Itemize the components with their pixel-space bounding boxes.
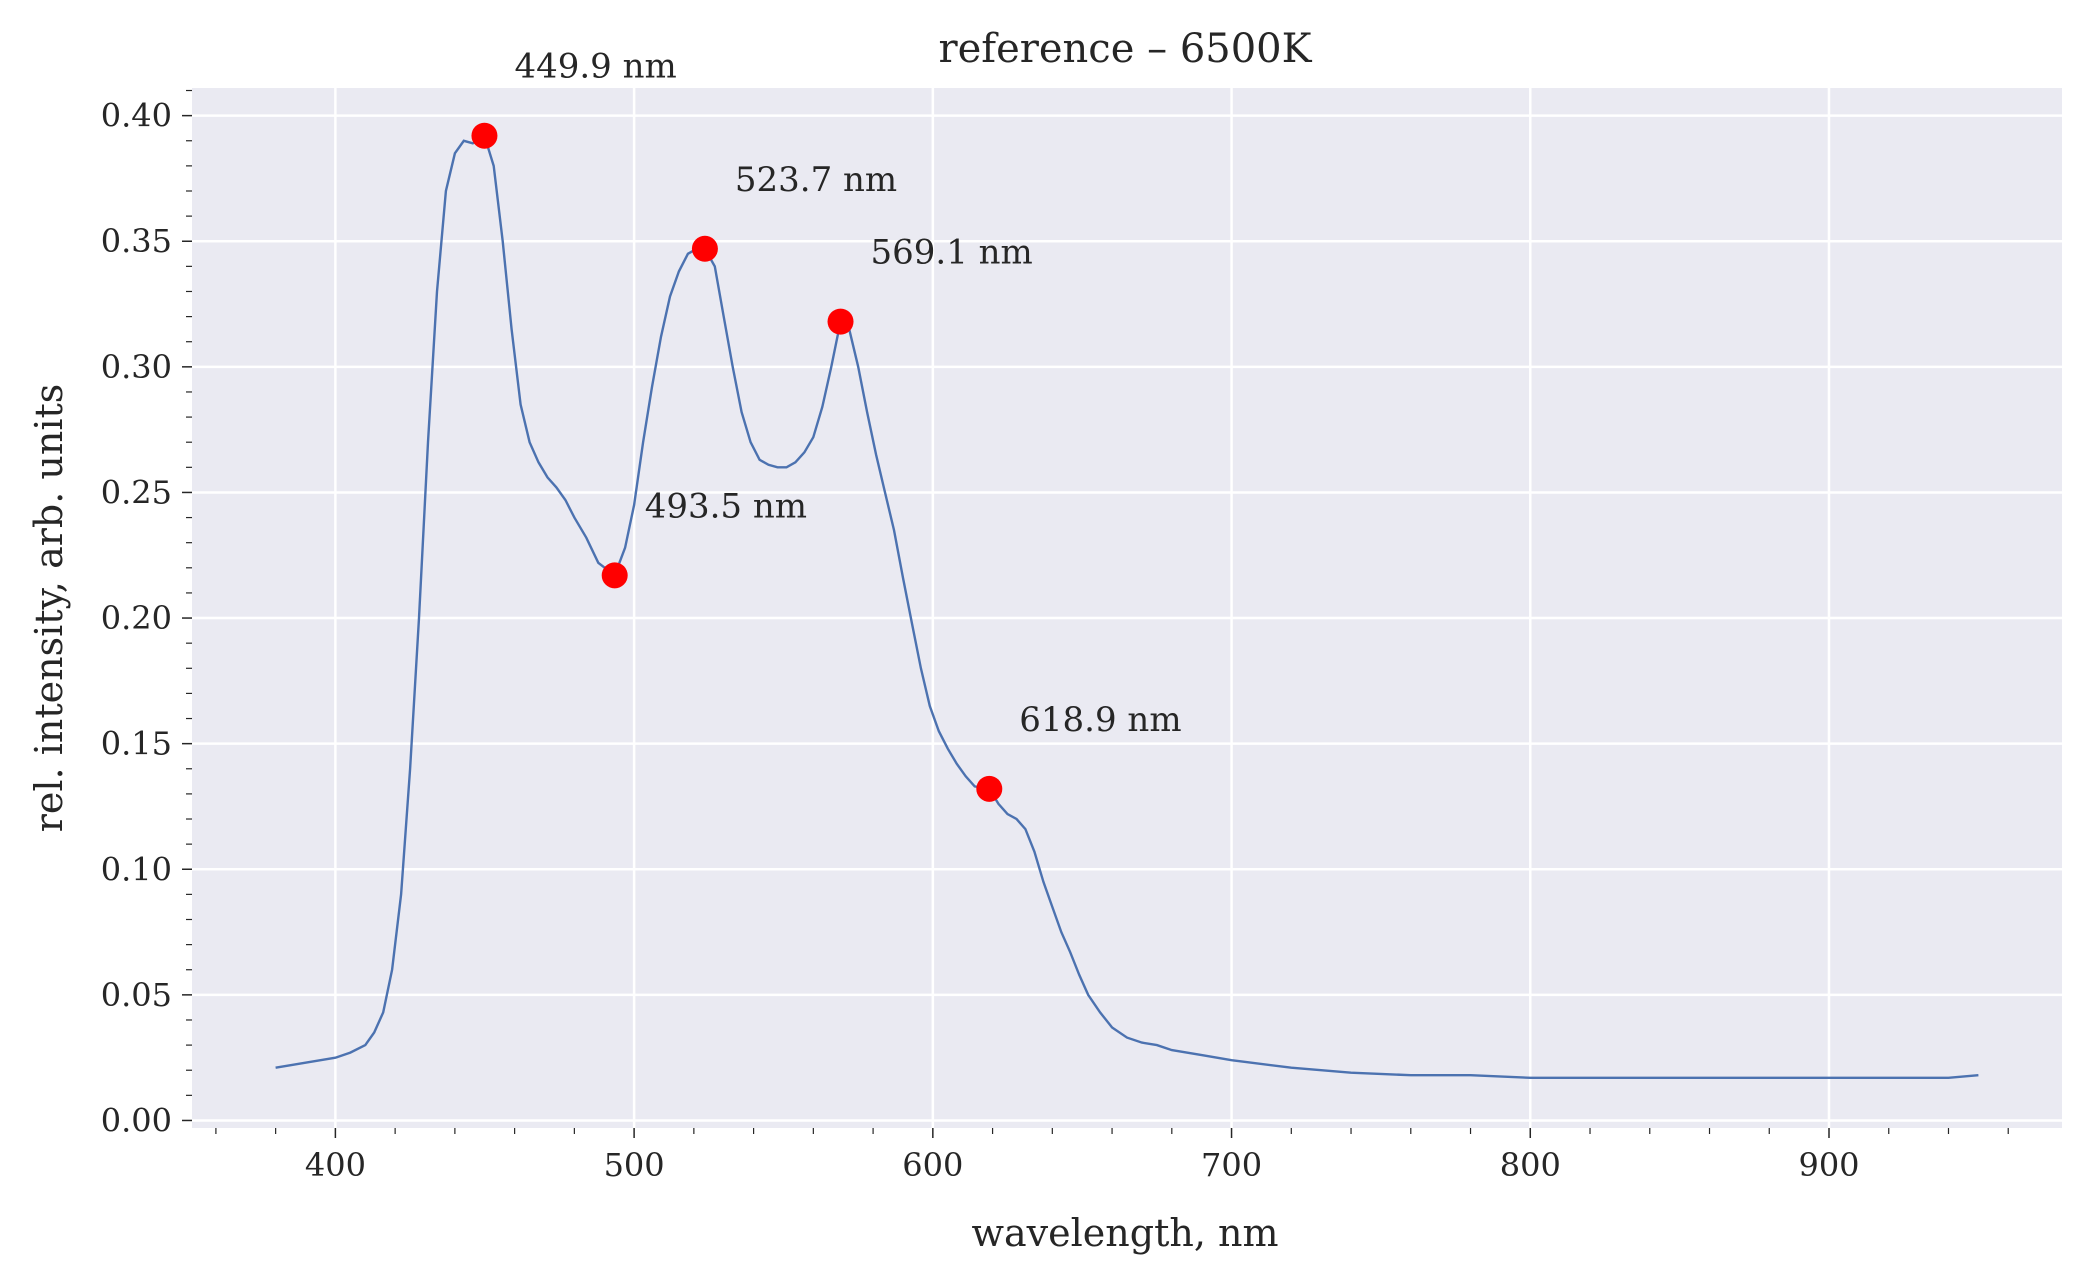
spectrum-line (275, 133, 1979, 1079)
peak-markers: 449.9 nm 493.5 nm 523.7 nm 569.1 nm 618.9 nm (471, 47, 1182, 802)
peak-label: 618.9 nm (1019, 700, 1181, 740)
peak-label: 523.7 nm (735, 160, 897, 200)
x-tick-label: 800 (1500, 1146, 1561, 1184)
y-tick-label: 0.35 (101, 222, 172, 260)
x-axis-label: wavelength, nm (972, 1211, 1279, 1255)
x-tick-label: 500 (604, 1146, 665, 1184)
peak-label: 449.9 nm (514, 47, 676, 87)
y-tick-label: 0.40 (101, 97, 172, 135)
peak-marker (471, 122, 498, 149)
peak-marker (976, 775, 1003, 802)
peak-label: 569.1 nm (871, 233, 1033, 273)
peak-marker (691, 235, 718, 262)
y-tick-label: 0.15 (101, 725, 172, 763)
x-tick-label: 900 (1798, 1146, 1859, 1184)
peak-label: 493.5 nm (645, 486, 807, 526)
y-tick-label: 0.20 (101, 599, 172, 637)
x-axis-ticks: 400 500 600 700 800 900 (215, 1128, 2009, 1184)
y-tick-label: 0.05 (101, 976, 172, 1014)
x-tick-label: 400 (305, 1146, 366, 1184)
plot-area (192, 88, 2062, 1128)
peak-marker (601, 562, 628, 589)
y-tick-label: 0.25 (101, 473, 172, 511)
peak-marker (827, 308, 854, 335)
grid (192, 88, 2062, 1128)
y-axis-label: rel. intensity, arb. units (27, 384, 71, 833)
x-tick-label: 700 (1201, 1146, 1262, 1184)
x-tick-label: 600 (902, 1146, 963, 1184)
y-tick-label: 0.00 (101, 1101, 172, 1139)
y-axis-ticks: 0.00 0.05 0.10 0.15 0.20 0.25 0.30 0.35 0.40 (101, 89, 192, 1139)
y-tick-label: 0.30 (101, 348, 172, 386)
y-tick-label: 0.10 (101, 850, 172, 888)
chart-title: reference – 6500K (938, 26, 1312, 72)
